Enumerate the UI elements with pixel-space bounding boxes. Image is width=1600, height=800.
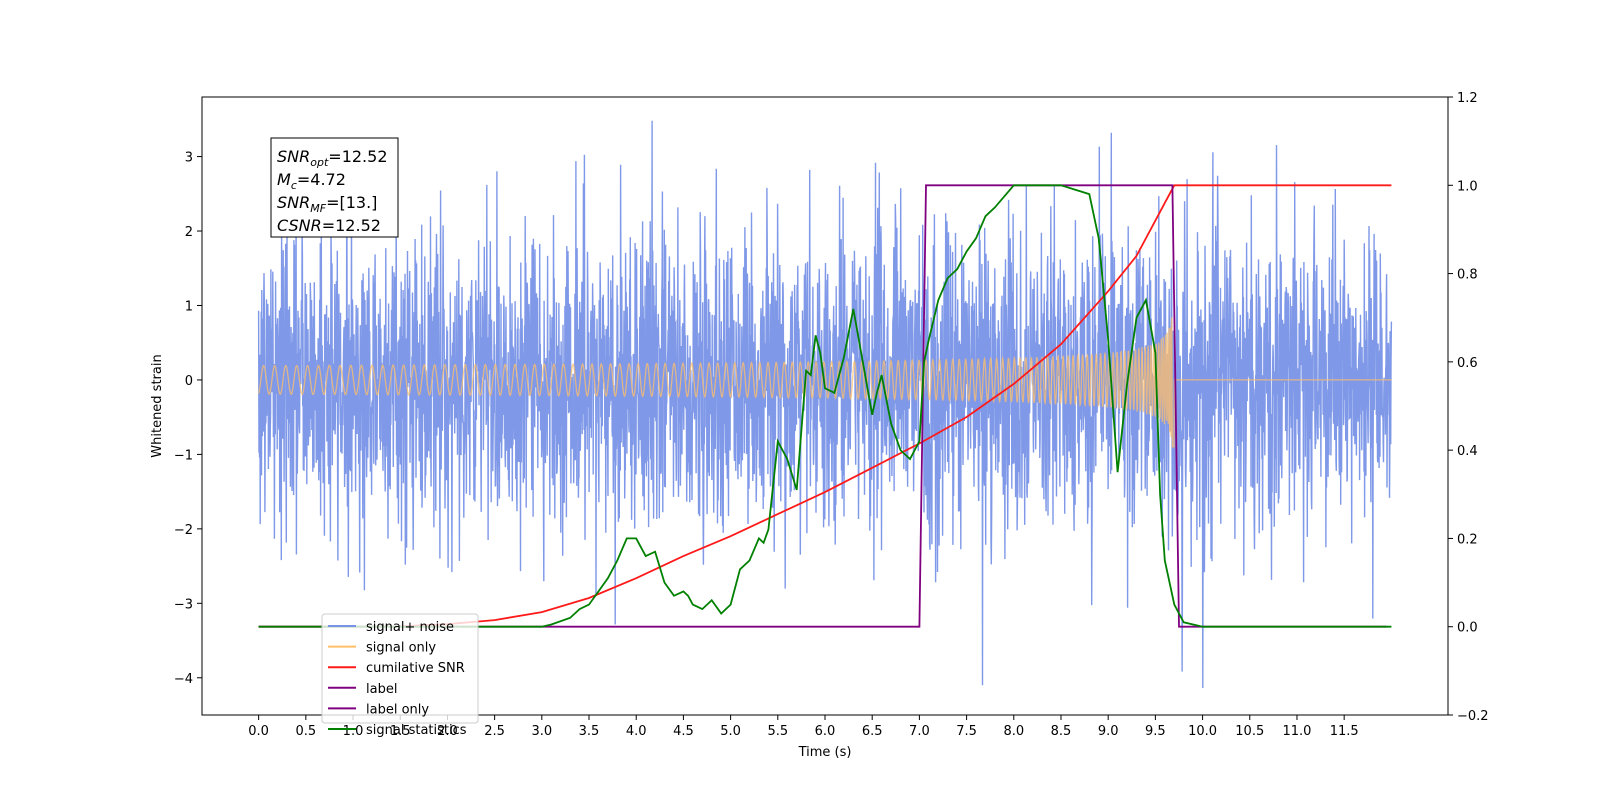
- y2-tick-label: 1.2: [1457, 91, 1478, 106]
- x-tick-label: 3.5: [579, 724, 600, 739]
- y-tick-label: −4: [174, 672, 193, 687]
- y-tick-label: −2: [174, 523, 193, 538]
- x-tick-label: 5.5: [767, 724, 788, 739]
- y2-tick-label: 0.0: [1457, 621, 1478, 636]
- signal-statistics-line: [258, 184, 1392, 628]
- y-tick-label: 3: [185, 151, 193, 166]
- signal-noise-line: [257, 120, 1393, 689]
- x-tick-label: 0.5: [295, 724, 316, 739]
- signal-only-line: [257, 317, 1392, 448]
- x-tick-label: 1.0: [343, 724, 364, 739]
- annotation-line: Mc=4.72: [277, 170, 346, 192]
- x-tick-label: 4.5: [673, 724, 694, 739]
- y2-tick-label: 0.4: [1457, 444, 1478, 459]
- x-tick-label: 6.5: [862, 724, 883, 739]
- x-tick-label: 7.5: [956, 724, 977, 739]
- x-tick-label: 4.0: [626, 724, 647, 739]
- y2-axis-ticks: −0.2 0.0 0.2 0.4 0.6 0.8 1.0 1.2: [1448, 91, 1489, 724]
- y-tick-label: −3: [174, 597, 193, 612]
- legend-label-label-only: label only: [366, 702, 429, 717]
- x-tick-label: 9.5: [1145, 724, 1166, 739]
- x-tick-label: 2.0: [437, 724, 458, 739]
- x-tick-label: 10.0: [1188, 724, 1217, 739]
- x-tick-label: 7.0: [909, 724, 930, 739]
- x-tick-label: 10.5: [1235, 724, 1264, 739]
- x-tick-label: 11.0: [1282, 724, 1311, 739]
- x-tick-label: 1.5: [390, 724, 411, 739]
- x-axis-ticks: 0.0 0.5 1.0 1.5 2.0 2.5 3.0 3.5 4.0 4.5 5.0 5.5 6.0 6…: [248, 715, 1359, 739]
- y2-tick-label: 0.8: [1457, 268, 1478, 283]
- legend: signal+ noise signal only cumilative SNR la…: [321, 613, 479, 738]
- annotation-line: CSNR=12.52: [277, 216, 381, 235]
- x-tick-label: 0.0: [248, 724, 269, 739]
- annotation-line: SNRopt=12.52: [277, 147, 388, 169]
- y2-tick-label: 1.0: [1457, 179, 1478, 194]
- x-tick-label: 11.5: [1330, 724, 1359, 739]
- annotation-frame: [270, 137, 399, 238]
- y-tick-label: −1: [174, 448, 193, 463]
- y-tick-label: 2: [185, 225, 193, 240]
- annotation-line: SNRMF=[13.]: [277, 193, 377, 215]
- legend-label-signal-only: signal only: [366, 641, 436, 656]
- legend-frame: [321, 613, 479, 724]
- legend-label-signal-noise: signal+ noise: [366, 620, 454, 635]
- y2-tick-label: 0.2: [1457, 532, 1478, 547]
- x-tick-label: 8.0: [1003, 724, 1024, 739]
- x-axis-label: Time (s): [798, 745, 852, 760]
- y-tick-label: 0: [185, 374, 193, 389]
- y2-tick-label: −0.2: [1457, 709, 1489, 724]
- y-tick-label: 1: [185, 299, 193, 314]
- x-tick-label: 6.0: [815, 724, 836, 739]
- legend-label-label: label: [366, 682, 397, 697]
- y-axis-ticks: −4 −3 −2 −1 0 1 2 3: [174, 151, 202, 687]
- x-tick-label: 8.5: [1051, 724, 1072, 739]
- x-tick-label: 9.0: [1098, 724, 1119, 739]
- x-tick-label: 3.0: [531, 724, 552, 739]
- legend-label-cumilative-snr: cumilative SNR: [366, 661, 465, 676]
- y-axis-label: Whitened strain: [150, 354, 165, 457]
- legend-label-signal-statistics: signal statistics: [366, 723, 467, 738]
- y2-tick-label: 0.6: [1457, 356, 1478, 371]
- x-tick-label: 2.5: [484, 724, 505, 739]
- x-tick-label: 5.0: [720, 724, 741, 739]
